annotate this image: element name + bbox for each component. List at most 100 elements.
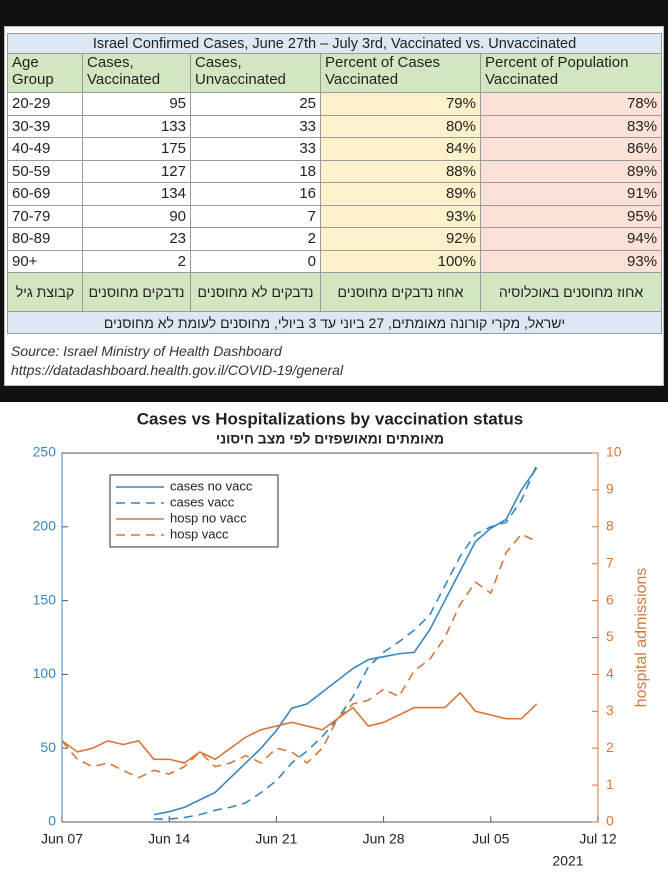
table-cell: 40-49	[7, 137, 83, 161]
table-cell: קבוצת גיל	[7, 272, 83, 312]
x-tick-label: Jun 21	[255, 831, 297, 847]
legend-label: cases vacc	[170, 494, 235, 509]
y2-axis-label: hospital admissions	[633, 568, 650, 708]
table-cell: Cases, Unvaccinated	[190, 53, 321, 93]
title-row: Israel Confirmed Cases, June 27th – July…	[6, 33, 663, 54]
table-cell: 93%	[320, 204, 481, 228]
table-cell: 93%	[479, 249, 663, 273]
series-line	[61, 533, 538, 779]
series-line	[61, 691, 538, 764]
table-cell: 7	[190, 204, 321, 228]
table-card: Israel Confirmed Cases, June 27th – July…	[4, 26, 664, 386]
y-tick-label: 250	[33, 444, 57, 460]
table-cell: אחוז נדבקים מחוסנים	[320, 272, 481, 312]
y2-tick-label: 8	[606, 518, 614, 534]
x-tick-label: Jun 14	[148, 831, 190, 847]
table-cell: 2	[190, 227, 321, 251]
hebrew-title-row: ישראל, מקרי קורונה מאומתים, 27 ביוני עד …	[6, 311, 663, 334]
table-cell: 79%	[320, 92, 481, 116]
chart-subtitle: מאומתים ומאושפזים לפי מצב חיסוני	[216, 431, 444, 447]
table-cell: 86%	[479, 137, 663, 161]
table-cell: ישראל, מקרי קורונה מאומתים, 27 ביוני עד …	[6, 311, 663, 334]
y-tick-label: 200	[33, 518, 57, 534]
hebrew-header-row: קבוצת גיל נדבקים מחוסנים נדבקים לא מחוסנים…	[7, 272, 663, 312]
y-tick-label: 150	[33, 591, 57, 607]
table-cell: 0	[190, 249, 321, 273]
legend-label: hosp vacc	[170, 526, 229, 541]
table-cell: 95%	[479, 204, 663, 228]
table-cell: 88%	[320, 159, 481, 183]
table-cell: 25	[190, 92, 321, 116]
table-cell: 33	[190, 137, 321, 161]
data-row: 70-79 90 7 93% 95%	[7, 204, 663, 228]
series-line	[153, 467, 538, 816]
table-cell: 16	[190, 182, 321, 206]
table-cell: 92%	[320, 227, 481, 251]
table-cell: 18	[190, 159, 321, 183]
table-cell: 80%	[320, 114, 481, 138]
data-row: 40-49 175 33 84% 86%	[7, 137, 663, 161]
source-line: Source: Israel Ministry of Health Dashbo…	[11, 343, 282, 359]
y2-tick-label: 6	[606, 591, 614, 607]
table-cell: 33	[190, 114, 321, 138]
table-cell: 90	[82, 204, 191, 228]
table-cell: 30-39	[7, 114, 83, 138]
chart: Cases vs Hospitalizations by vaccination…	[0, 402, 668, 884]
legend-label: hosp no vacc	[170, 510, 247, 525]
table-cell: 127	[82, 159, 191, 183]
table-cell: 50-59	[7, 159, 83, 183]
y2-tick-label: 5	[606, 628, 614, 644]
source-url: https://datadashboard.health.gov.il/COVI…	[11, 362, 344, 378]
data-row: 30-39 133 33 80% 83%	[7, 114, 663, 138]
y2-tick-label: 1	[606, 776, 614, 792]
table-cell: 134	[82, 182, 191, 206]
table-cell: Percent of Population Vaccinated	[479, 53, 663, 93]
table-cell: Israel Confirmed Cases, June 27th – July…	[6, 33, 663, 54]
data-row: 50-59 127 18 88% 89%	[7, 159, 663, 183]
x-tick-label: Jun 28	[363, 831, 405, 847]
table-cell: 80-89	[7, 227, 83, 251]
x-tick-label: Jul 05	[472, 831, 510, 847]
table-cell: אחוז מחוסנים באוכלוסיה	[479, 272, 663, 312]
series-line	[153, 464, 538, 820]
table-cell: 91%	[479, 182, 663, 206]
table-cell: 100%	[320, 249, 481, 273]
y-tick-label: 100	[33, 665, 57, 681]
legend-label: cases no vacc	[170, 478, 253, 493]
y2-tick-label: 4	[606, 665, 614, 681]
y-tick-label: 0	[48, 813, 56, 829]
table-cell: Age Group	[7, 53, 83, 93]
table-cell: 84%	[320, 137, 481, 161]
table-cell: 90+	[7, 249, 83, 273]
table-cell: Percent of Cases Vaccinated	[320, 53, 481, 93]
table-cell: נדבקים לא מחוסנים	[190, 272, 321, 312]
x-tick-label: Jul 12	[579, 831, 617, 847]
table-cell: 94%	[479, 227, 663, 251]
y2-tick-label: 0	[606, 813, 614, 829]
header-row: Age Group Cases, Vaccinated Cases, Unvacci…	[7, 53, 663, 93]
data-row: 90+ 2 0 100% 93%	[7, 249, 663, 273]
table-cell: 133	[82, 114, 191, 138]
data-row: 80-89 23 2 92% 94%	[7, 227, 663, 251]
table-cell: 20-29	[7, 92, 83, 116]
data-table: Israel Confirmed Cases, June 27th – July…	[6, 33, 663, 334]
y-tick-label: 50	[40, 739, 56, 755]
chart-title: Cases vs Hospitalizations by vaccination…	[137, 409, 523, 428]
y2-tick-label: 3	[606, 702, 614, 718]
x-offset-label: 2021	[552, 853, 583, 869]
table-cell: 89%	[320, 182, 481, 206]
y2-tick-label: 10	[606, 444, 622, 460]
table-cell: 175	[82, 137, 191, 161]
table-cell: 60-69	[7, 182, 83, 206]
table-cell: 89%	[479, 159, 663, 183]
table-cell: נדבקים מחוסנים	[82, 272, 191, 312]
data-row: 20-29 95 25 79% 78%	[7, 92, 663, 116]
table-cell: 70-79	[7, 204, 83, 228]
y2-tick-label: 9	[606, 481, 614, 497]
table-cell: 78%	[479, 92, 663, 116]
table-cell: Cases, Vaccinated	[82, 53, 191, 93]
table-cell: 2	[82, 249, 191, 273]
y2-tick-label: 2	[606, 739, 614, 755]
table-cell: 23	[82, 227, 191, 251]
